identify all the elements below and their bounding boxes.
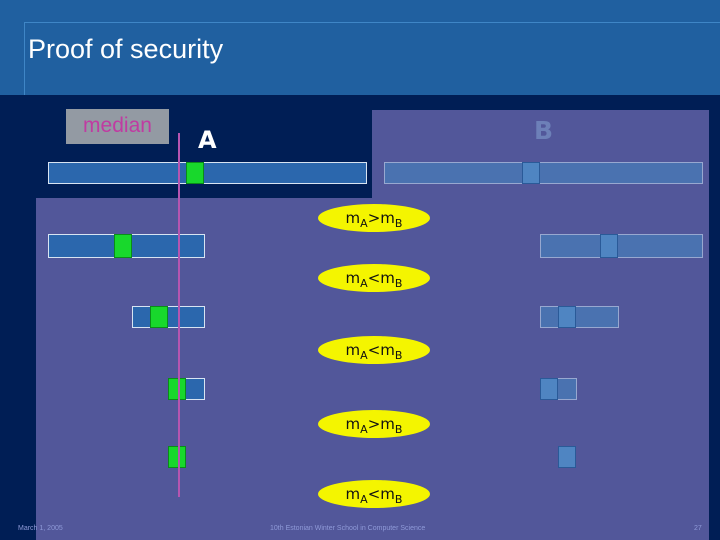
median-b-round-2 (600, 234, 618, 258)
median-b-round-3 (558, 306, 576, 328)
header-rule (24, 22, 720, 23)
header-rule-vertical (24, 22, 25, 95)
median-a-round-2 (114, 234, 132, 258)
slide-title: Proof of security (28, 34, 224, 64)
comparison-round-1: mA>mB (318, 204, 430, 232)
median-a-round-5 (168, 446, 186, 468)
footer-page-number: 27 (694, 525, 702, 532)
median-b-round-4 (540, 378, 558, 400)
median-a-round-3 (150, 306, 168, 328)
footer-date: March 1, 2005 (18, 525, 63, 532)
array-b-round-3 (540, 306, 619, 328)
party-a-label: A (198, 126, 217, 154)
array-b-round-1 (384, 162, 703, 184)
party-b-label: B (534, 116, 554, 145)
array-a-round-3 (132, 306, 205, 328)
array-b-round-2 (540, 234, 703, 258)
comparison-round-5: mA<mB (318, 480, 430, 508)
slide-header (0, 0, 720, 95)
footer-event: 10th Estonian Winter School in Computer … (270, 525, 426, 532)
median-a-round-4 (168, 378, 186, 400)
median-b-round-5 (558, 446, 576, 468)
median-label: median (66, 109, 169, 144)
median-a-round-1 (186, 162, 204, 184)
median-b-round-1 (522, 162, 540, 184)
comparison-round-2: mA<mB (318, 264, 430, 292)
median-line (178, 133, 180, 497)
comparison-round-3: mA<mB (318, 336, 430, 364)
array-a-round-1 (48, 162, 367, 184)
comparison-round-4: mA>mB (318, 410, 430, 438)
